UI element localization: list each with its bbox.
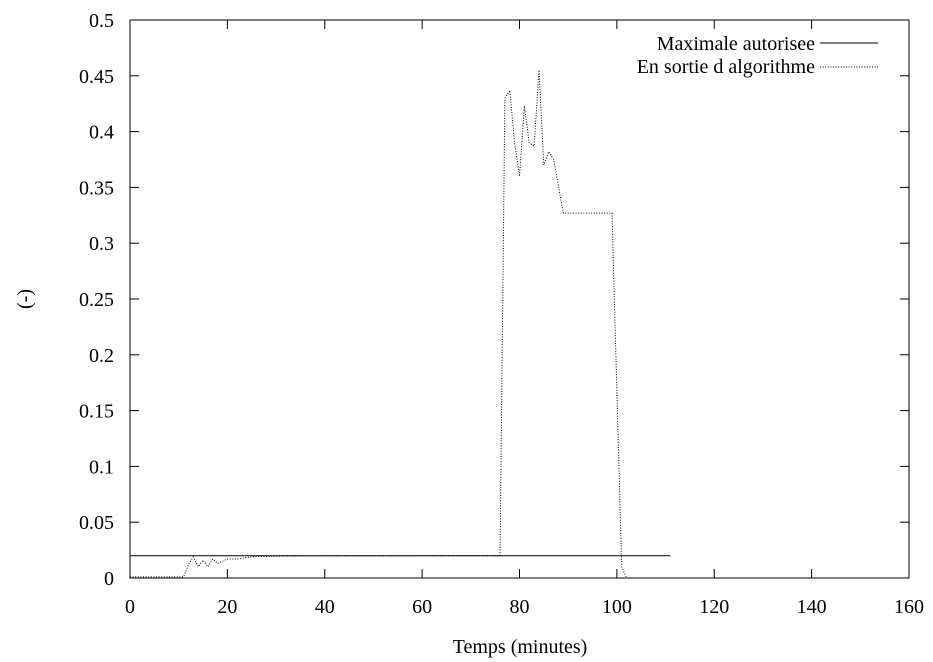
x-tick-label: 20 <box>217 596 237 618</box>
x-tick-label: 80 <box>510 596 530 618</box>
x-axis-ticks: 0 20 40 60 80 100 120 140 160 <box>125 20 924 618</box>
x-tick-label: 100 <box>602 596 632 618</box>
y-tick-label: 0.1 <box>89 456 114 478</box>
y-tick-label: 0.45 <box>79 66 114 88</box>
y-tick-label: 0.35 <box>79 177 114 199</box>
x-tick-label: 40 <box>315 596 335 618</box>
y-tick-label: 0 <box>104 568 114 590</box>
plot-frame <box>129 19 910 579</box>
y-tick-label: 0.25 <box>79 289 114 311</box>
y-tick-label: 0.2 <box>89 345 114 367</box>
y-tick-label: 0.5 <box>89 10 114 32</box>
x-tick-label: 0 <box>125 596 135 618</box>
legend: Maximale autorisee En sortie d algorithm… <box>637 33 878 78</box>
legend-label-maximale: Maximale autorisee <box>657 33 815 55</box>
x-tick-label: 60 <box>412 596 432 618</box>
x-tick-label: 140 <box>797 596 827 618</box>
x-axis-title: Temps (minutes) <box>453 636 588 658</box>
y-axis-title: (-) <box>14 289 36 309</box>
y-tick-label: 0.15 <box>79 401 114 423</box>
y-tick-label: 0.4 <box>89 122 114 144</box>
legend-label-algorithme: En sortie d algorithme <box>637 56 815 78</box>
series-line-algorithme <box>130 70 628 579</box>
series-layer <box>130 70 671 579</box>
y-tick-label: 0.05 <box>79 512 114 534</box>
x-tick-label: 120 <box>699 596 729 618</box>
y-axis-ticks: 0 0.05 0.1 0.15 0.2 0.25 0.3 0.35 0.4 0.45 0.5 <box>79 10 909 590</box>
x-tick-label: 160 <box>894 596 924 618</box>
y-tick-label: 0.3 <box>89 233 114 255</box>
